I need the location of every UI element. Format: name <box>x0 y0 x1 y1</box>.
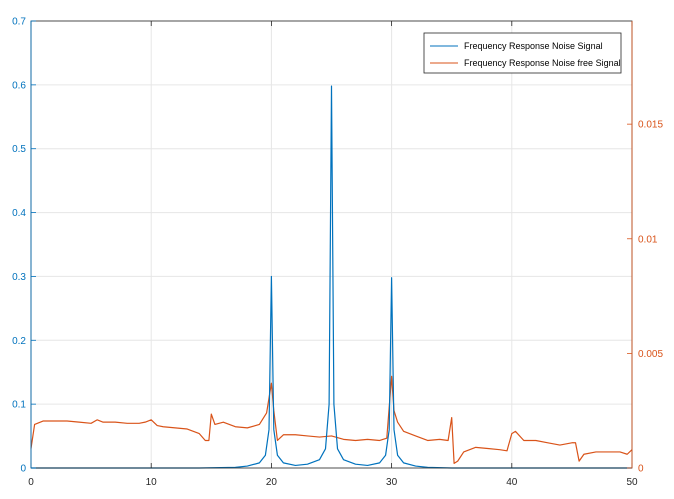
y-left-tick-label: 0.5 <box>12 144 26 155</box>
axis-ticks: 0 10 20 30 40 5000.10.20.30.40.50.60.700.0050… <box>12 17 663 489</box>
y-left-tick-label: 0.2 <box>12 336 26 347</box>
x-tick-label: 0 <box>28 477 34 488</box>
y-right-tick-label: 0.01 <box>638 234 658 245</box>
legend-box <box>423 32 622 74</box>
legend-label-noise-signal: Frequency Response Noise Signal <box>464 41 603 51</box>
legend[interactable]: Frequency Response Noise Signal Frequenc… <box>423 32 622 74</box>
y-left-tick-label: 0.1 <box>12 400 26 411</box>
x-tick-label: 20 <box>266 477 278 488</box>
series-layer <box>30 85 633 469</box>
x-tick-label: 30 <box>386 477 398 488</box>
y-right-tick-label: 0.005 <box>638 349 663 360</box>
y-left-tick-label: 0.6 <box>12 80 26 91</box>
series-line-noise-free-signal <box>30 375 633 465</box>
y-right-tick-label: 0.015 <box>638 120 663 131</box>
y-left-tick-label: 0.3 <box>12 272 26 283</box>
y-left-tick-label: 0.4 <box>12 208 26 219</box>
x-tick-label: 40 <box>506 477 518 488</box>
y-left-tick-label: 0.7 <box>12 17 26 28</box>
series-line-noise-signal <box>31 85 632 469</box>
legend-label-noise-free-signal: Frequency Response Noise free Signal <box>464 58 621 68</box>
y-left-tick-label: 0 <box>20 464 26 475</box>
y-right-tick-label: 0 <box>638 464 644 475</box>
x-tick-label: 10 <box>146 477 158 488</box>
x-tick-label: 50 <box>626 477 638 488</box>
